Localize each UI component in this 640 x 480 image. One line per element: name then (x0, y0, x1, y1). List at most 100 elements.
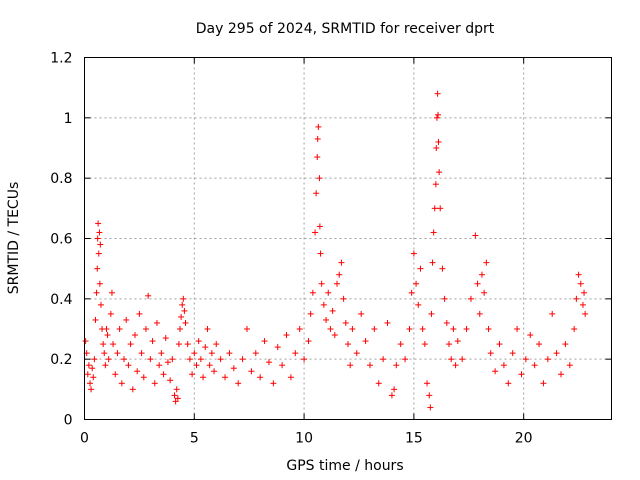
data-point (522, 356, 529, 363)
y-tick-label: 0.6 (50, 232, 72, 248)
data-point (536, 341, 543, 348)
x-axis-label: GPS time / hours (286, 458, 403, 474)
y-tick-label: 0 (64, 413, 73, 429)
y-tick-label: 0.2 (50, 352, 72, 368)
data-point (136, 310, 143, 317)
data-point (213, 341, 220, 348)
data-point (579, 301, 586, 308)
data-point (347, 362, 354, 369)
data-point (132, 332, 139, 339)
data-point (217, 356, 224, 363)
data-point (353, 350, 360, 357)
data-point (371, 326, 378, 332)
y-tick-label: 0.8 (50, 171, 72, 187)
data-point (287, 374, 294, 381)
data-point (427, 404, 434, 411)
data-point (478, 271, 485, 278)
data-point (315, 123, 322, 130)
data-point (93, 289, 100, 296)
data-point (84, 371, 91, 378)
data-point (421, 341, 428, 348)
data-point (316, 223, 323, 230)
data-point (181, 307, 188, 314)
data-point (140, 374, 147, 381)
data-point (334, 280, 341, 287)
data-point (179, 301, 186, 308)
data-point (100, 341, 107, 348)
data-point (105, 356, 112, 363)
data-point (88, 386, 95, 393)
data-point (408, 289, 415, 296)
x-tick-label: 20 (515, 431, 533, 447)
data-point (200, 374, 207, 381)
data-point (463, 326, 470, 332)
x-tick-label: 0 (80, 431, 89, 447)
data-point (182, 319, 189, 326)
data-point (206, 362, 213, 369)
data-point (314, 135, 321, 142)
data-point (388, 392, 395, 399)
data-point (505, 380, 512, 387)
data-point (127, 341, 134, 348)
data-point (338, 259, 345, 266)
data-point (436, 169, 443, 176)
data-point (230, 365, 237, 372)
y-tick-label: 1.2 (50, 51, 72, 67)
data-point (243, 326, 250, 332)
data-point (222, 374, 229, 381)
data-point (283, 332, 290, 339)
data-point (474, 280, 481, 287)
data-point (433, 114, 440, 121)
data-point (393, 362, 400, 369)
data-point (95, 220, 102, 227)
data-point (448, 356, 455, 363)
data-point (114, 350, 121, 357)
data-point (544, 356, 551, 363)
data-point (509, 350, 516, 357)
data-point (191, 350, 198, 357)
data-point (358, 310, 365, 317)
data-point (110, 341, 117, 348)
data-point (540, 380, 547, 387)
data-point (430, 229, 437, 236)
data-point (431, 205, 438, 212)
data-point (433, 145, 440, 151)
data-point (443, 319, 450, 326)
data-point (577, 280, 584, 287)
data-point (384, 319, 391, 326)
data-point (107, 310, 114, 317)
data-point (323, 316, 330, 323)
data-point (441, 295, 448, 302)
data-point (123, 316, 130, 323)
data-point (85, 362, 92, 369)
data-point (336, 271, 343, 278)
data-point (104, 332, 111, 339)
data-point (186, 356, 193, 363)
data-point (345, 341, 351, 348)
data-point (375, 380, 382, 387)
data-point (103, 326, 110, 332)
data-point (571, 326, 578, 332)
data-point (518, 371, 525, 378)
data-point (164, 359, 171, 366)
data-point (428, 310, 435, 317)
data-point (274, 344, 281, 351)
data-point (177, 326, 184, 332)
data-point (573, 295, 580, 302)
data-point (202, 344, 209, 351)
data-point (86, 380, 93, 387)
data-point (151, 380, 158, 387)
data-point (239, 356, 246, 363)
data-point (581, 289, 588, 296)
data-point (248, 368, 255, 375)
data-point (391, 386, 398, 393)
data-point (467, 295, 474, 302)
data-point (362, 338, 369, 345)
data-point (419, 326, 426, 332)
data-point (481, 289, 488, 296)
data-point (279, 362, 286, 369)
data-point (97, 301, 104, 308)
y-tick-label: 1 (64, 111, 73, 127)
data-point (402, 356, 409, 363)
data-point (92, 316, 99, 323)
